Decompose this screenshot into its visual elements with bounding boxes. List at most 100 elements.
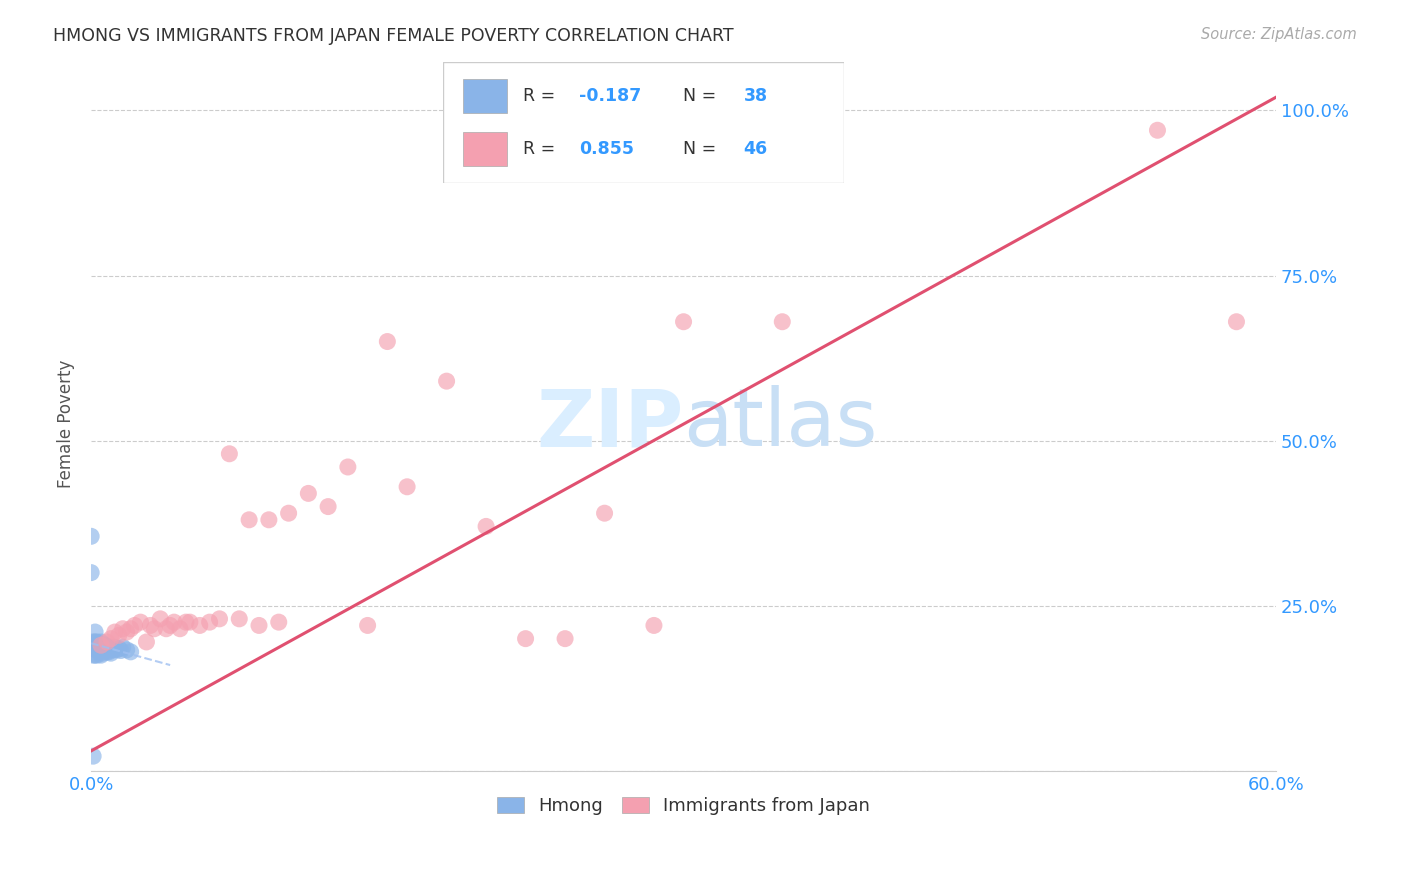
- Point: [593, 506, 616, 520]
- Point: [100, 646, 122, 660]
- Point: [96, 645, 118, 659]
- Point: [396, 480, 419, 494]
- Point: [198, 615, 221, 629]
- Text: N =: N =: [683, 140, 723, 158]
- Point: [139, 618, 162, 632]
- Point: [554, 632, 576, 646]
- Point: [135, 635, 157, 649]
- Point: [90, 638, 112, 652]
- Text: ZIP: ZIP: [536, 385, 683, 463]
- Bar: [463, 132, 508, 166]
- Point: [475, 519, 498, 533]
- Point: [84, 625, 107, 640]
- Point: [110, 643, 132, 657]
- Point: [96, 635, 118, 649]
- Point: [129, 615, 152, 629]
- Point: [94, 643, 117, 657]
- Point: [107, 641, 129, 656]
- Point: [238, 513, 260, 527]
- Point: [84, 641, 107, 656]
- Point: [97, 645, 120, 659]
- Point: [247, 618, 270, 632]
- Point: [105, 643, 128, 657]
- Bar: [463, 79, 508, 113]
- Text: 0.855: 0.855: [579, 140, 634, 158]
- Point: [316, 500, 339, 514]
- Point: [159, 618, 181, 632]
- Point: [1146, 123, 1168, 137]
- Point: [163, 615, 186, 629]
- Point: [100, 632, 122, 646]
- Point: [115, 625, 138, 640]
- Point: [436, 374, 458, 388]
- Point: [84, 648, 107, 662]
- Point: [97, 640, 120, 655]
- Point: [643, 618, 665, 632]
- Point: [267, 615, 290, 629]
- Point: [86, 648, 108, 662]
- Point: [82, 648, 104, 662]
- Point: [94, 638, 117, 652]
- Point: [228, 612, 250, 626]
- Point: [208, 612, 231, 626]
- Point: [115, 643, 138, 657]
- Point: [90, 640, 112, 654]
- Point: [80, 529, 103, 543]
- Point: [104, 625, 127, 640]
- Point: [149, 612, 172, 626]
- Text: N =: N =: [683, 87, 723, 105]
- Text: 38: 38: [744, 87, 768, 105]
- Point: [120, 645, 142, 659]
- Point: [111, 640, 134, 655]
- Text: Source: ZipAtlas.com: Source: ZipAtlas.com: [1201, 27, 1357, 42]
- Y-axis label: Female Poverty: Female Poverty: [58, 359, 75, 488]
- Point: [82, 641, 104, 656]
- Point: [377, 334, 399, 349]
- Point: [277, 506, 299, 520]
- Point: [179, 615, 201, 629]
- Point: [188, 618, 211, 632]
- Point: [356, 618, 378, 632]
- Point: [90, 648, 112, 662]
- Point: [90, 643, 112, 657]
- Point: [174, 615, 197, 629]
- Text: atlas: atlas: [683, 385, 877, 463]
- Point: [297, 486, 319, 500]
- Point: [336, 460, 359, 475]
- Point: [82, 635, 104, 649]
- Point: [143, 622, 166, 636]
- Point: [100, 641, 122, 656]
- Text: -0.187: -0.187: [579, 87, 641, 105]
- Text: 46: 46: [744, 140, 768, 158]
- Point: [91, 641, 114, 656]
- Point: [96, 640, 118, 654]
- Point: [91, 637, 114, 651]
- Point: [155, 622, 177, 636]
- Text: R =: R =: [523, 140, 561, 158]
- Point: [80, 566, 103, 580]
- Point: [257, 513, 280, 527]
- Point: [107, 628, 129, 642]
- Point: [84, 635, 107, 649]
- Point: [86, 635, 108, 649]
- Point: [101, 643, 124, 657]
- Point: [104, 640, 127, 655]
- Point: [82, 749, 104, 764]
- Point: [672, 315, 695, 329]
- Point: [90, 635, 112, 649]
- Point: [770, 315, 793, 329]
- Text: R =: R =: [523, 87, 561, 105]
- Point: [169, 622, 191, 636]
- Legend: Hmong, Immigrants from Japan: Hmong, Immigrants from Japan: [488, 788, 879, 824]
- Point: [91, 646, 114, 660]
- Point: [86, 641, 108, 656]
- Point: [515, 632, 537, 646]
- Point: [218, 447, 240, 461]
- Point: [120, 622, 142, 636]
- Point: [87, 638, 110, 652]
- Point: [111, 622, 134, 636]
- Point: [87, 645, 110, 659]
- Point: [124, 618, 146, 632]
- Text: HMONG VS IMMIGRANTS FROM JAPAN FEMALE POVERTY CORRELATION CHART: HMONG VS IMMIGRANTS FROM JAPAN FEMALE PO…: [53, 27, 734, 45]
- Point: [1225, 315, 1247, 329]
